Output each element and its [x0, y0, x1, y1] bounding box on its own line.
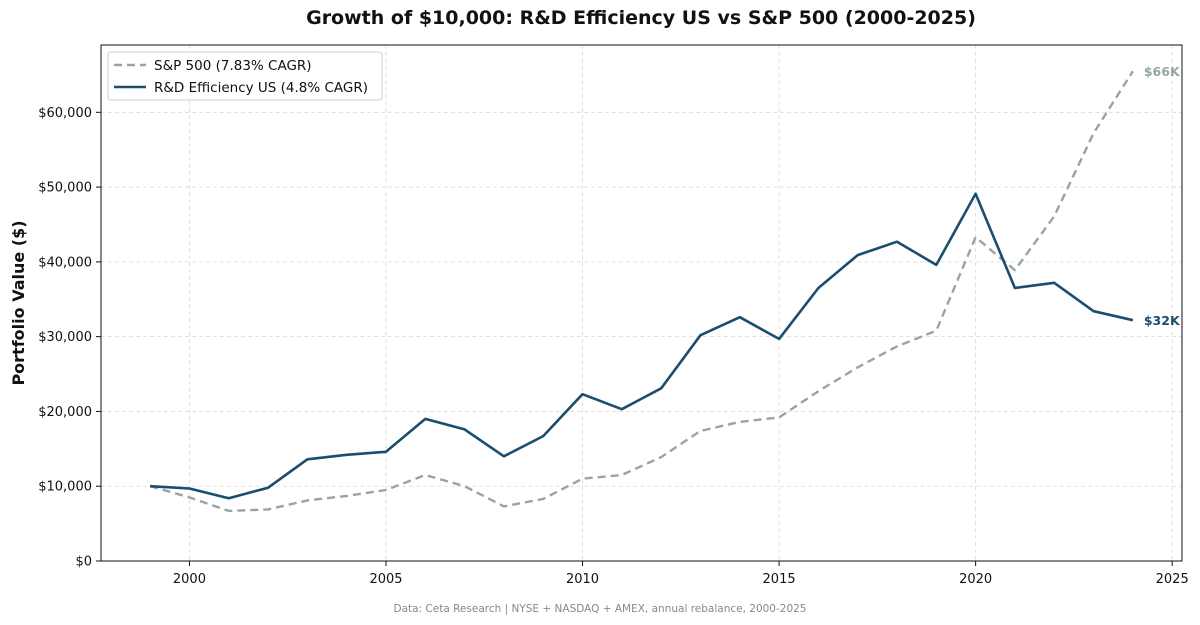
y-tick-label: $0: [75, 555, 92, 570]
y-tick-label: $10,000: [38, 480, 92, 495]
gridlines: [101, 45, 1182, 562]
series-end-label: $66K: [1144, 64, 1181, 79]
legend-box: [107, 51, 383, 101]
legend-label: S&P 500 (7.83% CAGR): [154, 58, 312, 74]
x-tick-label: 2000: [173, 572, 206, 587]
series-line-0: [149, 70, 1134, 513]
y-tick-label: $30,000: [38, 330, 92, 345]
x-axis: 2000 2005 2010 2015 2020 2025: [173, 561, 1189, 587]
x-tick-label: 2015: [763, 572, 796, 587]
y-tick-label: $20,000: [38, 405, 92, 420]
y-tick-label: $40,000: [38, 255, 92, 270]
legend-label: R&D Efficiency US (4.8% CAGR): [154, 80, 368, 96]
chart-title: Growth of $10,000: R&D Efficiency US vs …: [306, 7, 976, 29]
x-tick-label: 2025: [1156, 572, 1189, 587]
x-tick-label: 2010: [566, 572, 599, 587]
y-tick-label: $60,000: [38, 106, 92, 121]
end-labels: $66K $32K: [1144, 64, 1181, 328]
x-tick-label: 2005: [369, 572, 402, 587]
y-tick-label: $50,000: [38, 181, 92, 196]
legend: S&P 500 (7.83% CAGR) R&D Efficiency US (4…: [107, 51, 383, 101]
footer-note: Data: Ceta Research | NYSE + NASDAQ + AM…: [393, 603, 806, 615]
y-axis-label: Portfolio Value ($): [9, 220, 28, 385]
series-layer: [149, 70, 1134, 513]
x-tick-label: 2020: [959, 572, 992, 587]
series-line-1: [150, 192, 1134, 500]
y-axis: $0 $10,000 $20,000 $30,000 $40,000 $50,000 $60…: [38, 106, 101, 570]
series-end-label: $32K: [1144, 313, 1181, 328]
plot-frame: [100, 44, 1183, 562]
